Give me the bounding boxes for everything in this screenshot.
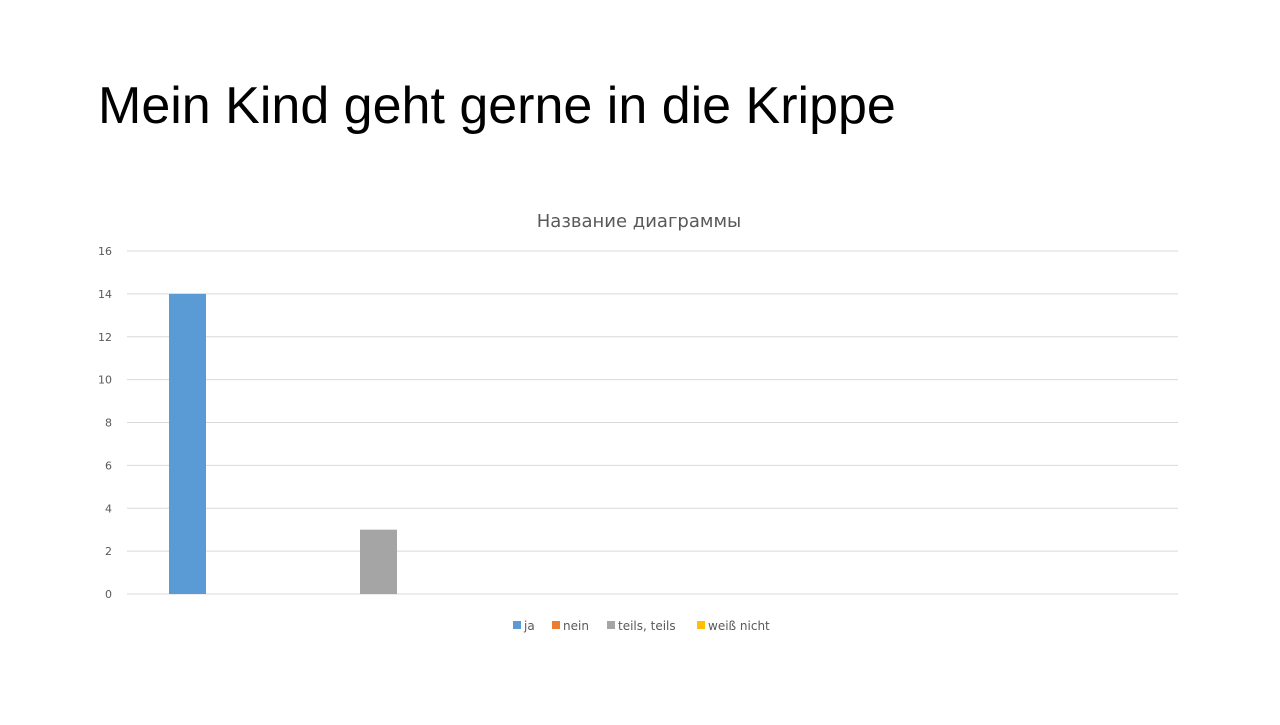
bar-ja bbox=[169, 293, 206, 594]
y-tick-label: 4 bbox=[105, 502, 112, 515]
legend-label: nein bbox=[563, 619, 589, 633]
slide-title: Mein Kind geht gerne in die Krippe bbox=[98, 77, 896, 135]
chart-title: Название диаграммы bbox=[537, 211, 742, 232]
legend-label: weiß nicht bbox=[708, 619, 770, 633]
y-tick-label: 12 bbox=[98, 331, 112, 344]
legend-label: ja bbox=[523, 619, 535, 633]
gridlines bbox=[127, 250, 1178, 595]
legend-swatch bbox=[607, 621, 615, 629]
y-tick-label: 8 bbox=[105, 417, 112, 430]
legend: ja nein teils, teils weiß nicht bbox=[513, 619, 770, 633]
legend-swatch bbox=[513, 621, 521, 629]
y-tick-label: 0 bbox=[105, 588, 112, 601]
bars bbox=[169, 293, 397, 594]
y-tick-label: 14 bbox=[98, 288, 112, 301]
legend-swatch bbox=[552, 621, 560, 629]
legend-swatch bbox=[697, 621, 705, 629]
y-axis-ticks: 0 2 4 6 8 10 12 14 16 bbox=[98, 245, 112, 601]
bar-teils-teils bbox=[360, 529, 397, 594]
legend-label: teils, teils bbox=[618, 619, 676, 633]
y-tick-label: 2 bbox=[105, 545, 112, 558]
y-tick-label: 10 bbox=[98, 374, 112, 387]
y-tick-label: 16 bbox=[98, 245, 112, 258]
y-tick-label: 6 bbox=[105, 459, 112, 472]
